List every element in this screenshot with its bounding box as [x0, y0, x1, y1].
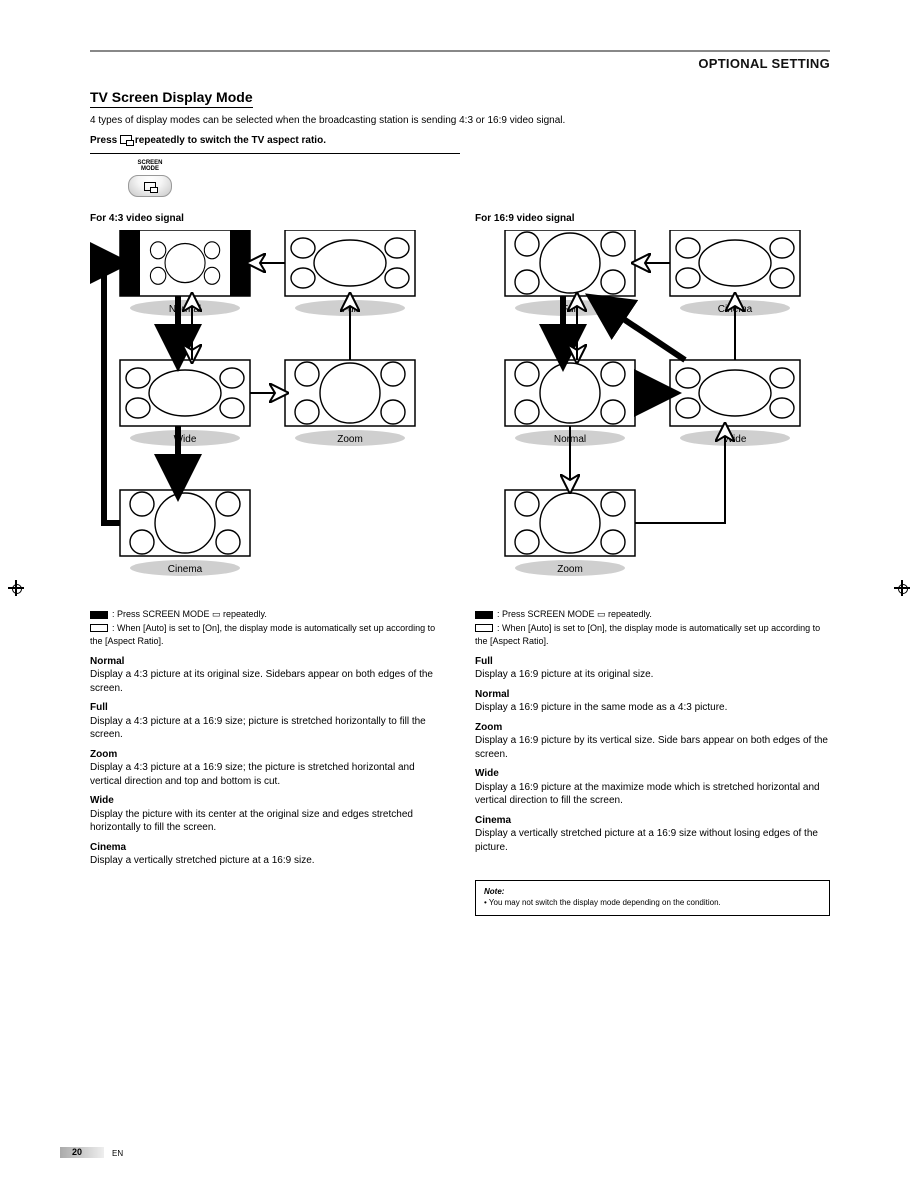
remote-button-pill — [128, 175, 172, 197]
legend-4-3: : Press SCREEN MODE ▭ repeatedly. : When… — [90, 608, 445, 649]
arrow-open-icon — [475, 624, 493, 632]
remote-screen-mode-button: SCREEN MODE — [120, 160, 180, 197]
crop-mark-left — [8, 580, 24, 596]
remote-button-label-2: MODE — [141, 166, 159, 172]
footnote-box: Note: • You may not switch the display m… — [475, 880, 830, 916]
thumb-label: Zoom — [337, 434, 363, 445]
arrow-open-icon — [90, 624, 108, 632]
page-content: OPTIONAL SETTING TV Screen Display Mode … — [90, 50, 830, 916]
col-4-3: For 4:3 video signal — [90, 211, 445, 916]
header-rule — [90, 50, 830, 52]
col-heading-4-3: For 4:3 video signal — [90, 213, 445, 224]
section-intro: 4 types of display modes can be selected… — [90, 114, 830, 128]
screen-mode-icon — [120, 135, 132, 144]
page-header: OPTIONAL SETTING — [90, 56, 830, 71]
page-number: 20 — [72, 1147, 82, 1157]
arrow-solid-icon — [90, 611, 108, 619]
legend-16-9: : Press SCREEN MODE ▭ repeatedly. : When… — [475, 608, 830, 649]
press-instruction: Press repeatedly to switch the TV aspect… — [90, 134, 830, 148]
instruction-underline — [90, 153, 460, 154]
thumb-label: Normal — [169, 304, 201, 315]
col-16-9: For 16:9 video signal Full Cinema — [475, 211, 830, 916]
page-header-title: OPTIONAL SETTING — [698, 56, 830, 71]
diagram-4-3: Normal Full Wide — [90, 230, 445, 600]
diagram-16-9: Full Cinema Normal — [475, 230, 830, 600]
screen-mode-icon — [144, 182, 156, 191]
arrow-solid-icon — [475, 611, 493, 619]
page-lang: EN — [112, 1149, 123, 1158]
col-heading-16-9: For 16:9 video signal — [475, 213, 830, 224]
section-title: TV Screen Display Mode — [90, 89, 253, 108]
thumb-label: Cinema — [168, 564, 203, 575]
thumb-label: Wide — [724, 434, 747, 445]
crop-mark-right — [894, 580, 910, 596]
thumb-label: Zoom — [557, 564, 583, 575]
footnote-title: Note: — [484, 887, 504, 896]
footnote-text: You may not switch the display mode depe… — [489, 898, 721, 907]
